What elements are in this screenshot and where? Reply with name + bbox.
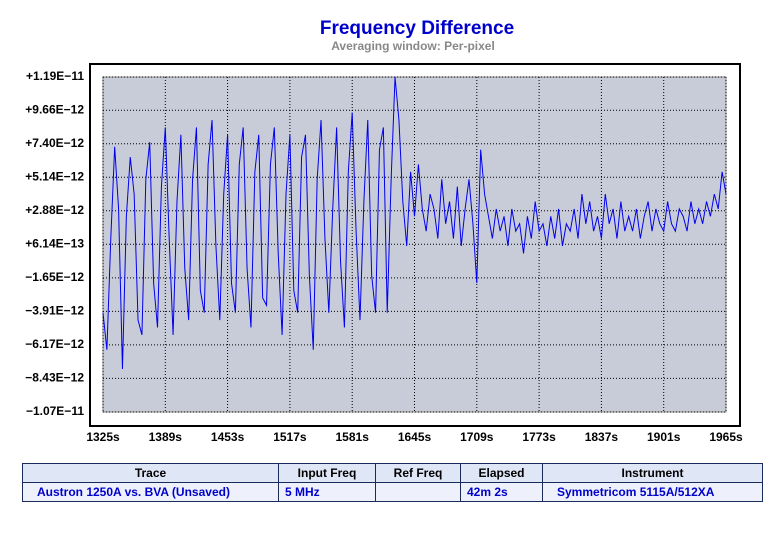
header-cell: Ref Freq (375, 463, 461, 483)
header-cell: Elapsed (460, 463, 543, 483)
header-cell: Trace (22, 463, 279, 483)
cell: Symmetricom 5115A/512XA (542, 482, 763, 502)
cell: 5 MHz (278, 482, 376, 502)
cell: 42m 2s (460, 482, 543, 502)
x-tick-label: 1773s (522, 430, 556, 444)
y-tick-label: −8.43E−12 (25, 371, 84, 385)
x-tick-label: 1965s (709, 430, 743, 444)
data-line (102, 76, 727, 370)
y-tick-label: +6.14E−13 (25, 236, 84, 250)
y-tick-label: +2.88E−12 (25, 203, 84, 217)
y-tick-label: −6.17E−12 (25, 337, 84, 351)
chart: Frequency Difference Averaging window: P… (25, 18, 743, 444)
cell: Austron 1250A vs. BVA (Unsaved) (22, 482, 279, 502)
table-row: Austron 1250A vs. BVA (Unsaved) 5 MHz 42… (22, 482, 763, 502)
x-tick-label: 1517s (273, 430, 307, 444)
x-tick-label: 1709s (460, 430, 494, 444)
y-tick-label: −1.65E−12 (25, 270, 84, 284)
x-tick-label: 1453s (211, 430, 245, 444)
y-tick-label: −3.91E−12 (25, 304, 84, 318)
chart-title: Frequency Difference (320, 18, 514, 39)
table-header: Trace Input Freq Ref Freq Elapsed Instru… (22, 463, 763, 483)
x-tick-label: 1389s (149, 430, 183, 444)
header-cell: Instrument (542, 463, 763, 483)
header-cell: Input Freq (278, 463, 376, 483)
x-tick-label: 1837s (585, 430, 619, 444)
cell (375, 482, 461, 502)
y-tick-label: +5.14E−12 (25, 169, 84, 183)
trace-table: Trace Input Freq Ref Freq Elapsed Instru… (22, 463, 763, 502)
x-tick-label: 1325s (86, 430, 120, 444)
x-tick-label: 1581s (336, 430, 370, 444)
x-tick-label: 1901s (647, 430, 681, 444)
y-tick-label: −1.07E−11 (26, 404, 84, 418)
y-tick-label: +7.40E−12 (25, 136, 84, 150)
chart-subtitle: Averaging window: Per-pixel (331, 39, 495, 53)
y-tick-label: +9.66E−12 (25, 102, 84, 116)
x-tick-label: 1645s (398, 430, 432, 444)
y-tick-label: +1.19E−11 (26, 69, 84, 83)
